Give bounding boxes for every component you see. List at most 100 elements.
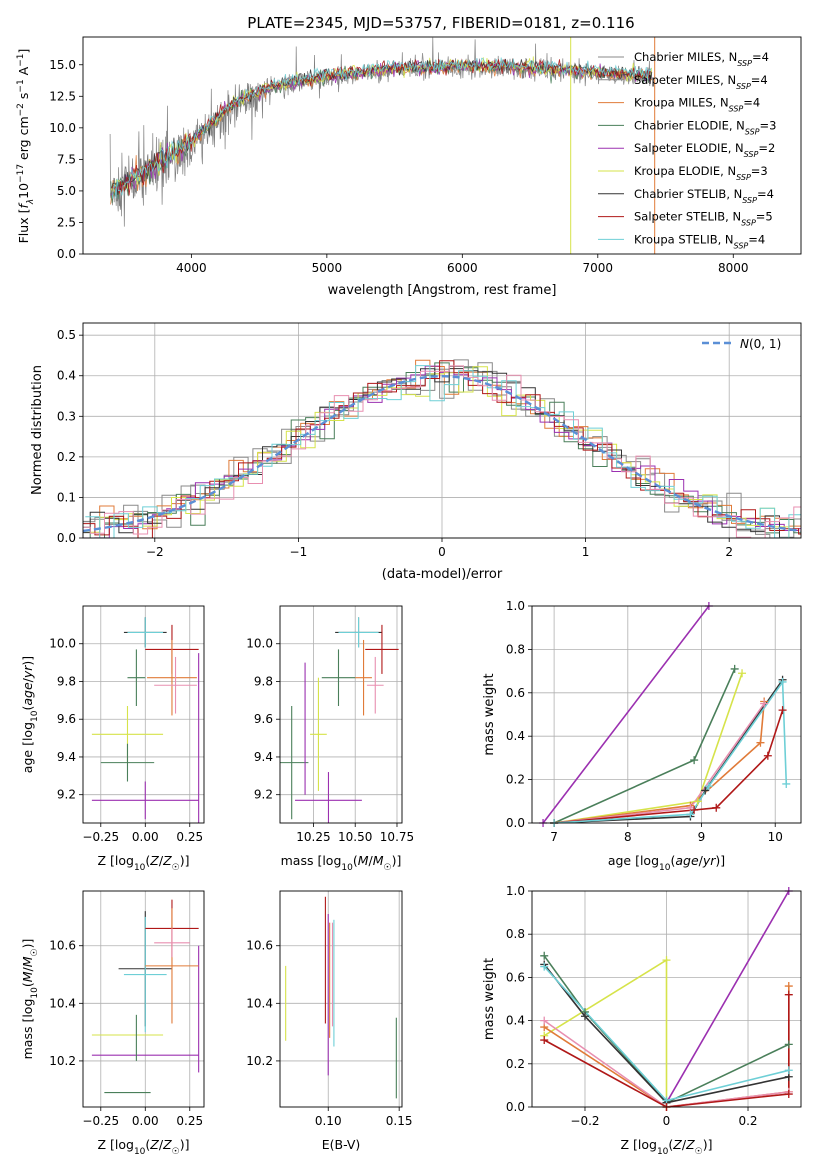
- axes-frame: [82, 36, 802, 255]
- x-tick-label: 10: [768, 830, 783, 844]
- axes-frame: [279, 605, 403, 824]
- x-tick-label: 0.10: [315, 1114, 342, 1128]
- weight-point-marker: [690, 756, 699, 765]
- weight-point-marker: [690, 805, 699, 814]
- legend-label: Kroupa ELODIE, NSSP=3: [634, 164, 768, 182]
- errorbar-point: [365, 624, 399, 674]
- figure-panels: 4000 5000 6000 7000 80000.02.55.07.510.012.5…: [16, 36, 802, 1157]
- y-tick-label: 0.0: [506, 1100, 525, 1114]
- model-spectrum-line: [111, 58, 652, 196]
- y-tick-label: 10.2: [49, 1054, 76, 1068]
- x-axis-label: Z [log10(Z/Z☉)]: [97, 1137, 189, 1157]
- weight-series-line: [554, 703, 765, 823]
- x-tick-label: 10.25: [296, 830, 330, 844]
- x-tick-label: −0.2: [570, 1114, 599, 1128]
- y-axis-label: mass weight: [482, 958, 497, 1040]
- y-tick-label: 10.6: [49, 939, 76, 953]
- weight-point-marker: [784, 990, 793, 999]
- axes-frame: [82, 890, 205, 1108]
- weight-lines: [542, 606, 788, 823]
- y-tick-label: 0.5: [57, 328, 76, 342]
- y-tick-label: 9.2: [57, 788, 76, 802]
- legend-label: Salpeter MILES, NSSP=4: [634, 73, 768, 91]
- gaussian-curve: [83, 374, 801, 533]
- weight-point-marker: [686, 810, 695, 819]
- weight-point-marker: [784, 982, 793, 991]
- errorbar-point: [145, 908, 199, 1024]
- x-tick-label: 2: [725, 545, 733, 559]
- weight-point-marker: [701, 786, 710, 795]
- y-tick-label: 9.8: [254, 674, 273, 688]
- axes-frame: [82, 605, 205, 824]
- y-tick-label: 10.0: [49, 637, 76, 651]
- y-axis-label: age [log10(age/yr)]: [20, 656, 40, 773]
- weight-point-marker: [778, 677, 787, 686]
- x-tick-label: 10.50: [338, 830, 372, 844]
- x-tick-label: −0.25: [82, 830, 119, 844]
- weight-series-line: [543, 955, 790, 1104]
- panel-residuals: −2 −1 0 1 2 0.0 0.1 0.2 0.3 0.4 0.5 N(0, 1) (data-mo…: [30, 322, 802, 582]
- y-tick-label: 15.0: [49, 58, 76, 72]
- x-tick-label: 0.2: [738, 1114, 757, 1128]
- errorbar-point: [338, 617, 379, 648]
- y-axis-label: Normed distribution: [30, 365, 45, 495]
- model-spectrum-line: [111, 57, 652, 199]
- weight-point-marker: [540, 1036, 549, 1045]
- spectrum-legend: Chabrier MILES, NSSP=4 Salpeter MILES, NS…: [598, 50, 776, 250]
- histogram-step: [83, 368, 801, 538]
- legend-label: Salpeter ELODIE, NSSP=2: [634, 141, 775, 159]
- x-tick-label: 5000: [312, 261, 343, 275]
- weight-point-marker: [712, 803, 721, 812]
- x-tick-label: 0: [438, 545, 446, 559]
- x-axis-label: wavelength [Angstrom, rest frame]: [328, 283, 557, 298]
- legend-label: Chabrier MILES, NSSP=4: [634, 50, 769, 68]
- y-tick-label: 0.0: [57, 531, 76, 545]
- weight-series-line: [543, 963, 789, 1104]
- x-axis-label: Z [log10(Z/Z☉)]: [97, 853, 189, 873]
- x-tick-label: 0.25: [176, 830, 203, 844]
- weight-series-line: [553, 701, 765, 823]
- legend-label: N(0, 1): [740, 337, 781, 351]
- weight-point-marker: [540, 1016, 549, 1025]
- errorbars: [285, 896, 397, 1099]
- weight-series-line: [543, 1019, 789, 1107]
- weight-series-line: [554, 679, 784, 823]
- histogram-step: [83, 365, 801, 538]
- weight-point-marker: [662, 956, 671, 965]
- panel-weight_vs_age: 7 8 9 10 0.0 0.2 0.4 0.6 0.8 1.0 age [log10(age/yr…: [482, 599, 802, 873]
- weight-point-marker: [738, 669, 747, 678]
- histogram-step: [85, 365, 801, 538]
- weight-point-marker: [580, 1012, 589, 1021]
- weight-point-marker: [784, 1090, 793, 1099]
- weight-point-marker: [704, 782, 713, 791]
- y-tick-label: 9.6: [254, 712, 273, 726]
- y-tick-label: 10.0: [246, 637, 273, 651]
- y-tick-label: 10.2: [246, 1054, 273, 1068]
- x-axis-label: (data-model)/error: [382, 567, 503, 582]
- weight-point-marker: [540, 962, 549, 971]
- y-tick-label: 0.2: [506, 773, 525, 787]
- y-tick-label: 10.4: [246, 996, 273, 1010]
- y-tick-label: 0.0: [57, 247, 76, 261]
- x-tick-label: 6000: [447, 261, 478, 275]
- errorbars: [91, 899, 200, 1094]
- y-tick-label: 9.2: [254, 788, 273, 802]
- weight-point-marker: [730, 664, 739, 673]
- errorbar-point: [91, 781, 199, 820]
- y-tick-label: 0.6: [506, 686, 525, 700]
- weight-point-marker: [756, 738, 765, 747]
- weight-point-marker: [540, 951, 549, 960]
- x-axis-label: E(B-V): [322, 1137, 361, 1152]
- y-tick-label: 1.0: [506, 884, 525, 898]
- y-tick-label: 0.0: [506, 816, 525, 830]
- x-tick-label: 8000: [718, 261, 749, 275]
- panel-age_vs_Z: −0.25 0.00 0.25 9.2 9.4 9.6 9.8 10.0 Z [log10(Z/…: [20, 605, 205, 873]
- x-tick-label: −0.25: [82, 1114, 119, 1128]
- legend-label: Chabrier STELIB, NSSP=4: [634, 187, 774, 205]
- errorbar-point: [321, 649, 356, 707]
- legend-label: Kroupa STELIB, NSSP=4: [634, 232, 765, 250]
- x-tick-label: 8: [624, 830, 632, 844]
- y-tick-label: 9.8: [57, 674, 76, 688]
- panel-mass_vs_EBV: 0.10 0.15 10.2 10.4 10.6 E(B-V): [246, 890, 413, 1152]
- x-tick-label: 0.15: [386, 1114, 413, 1128]
